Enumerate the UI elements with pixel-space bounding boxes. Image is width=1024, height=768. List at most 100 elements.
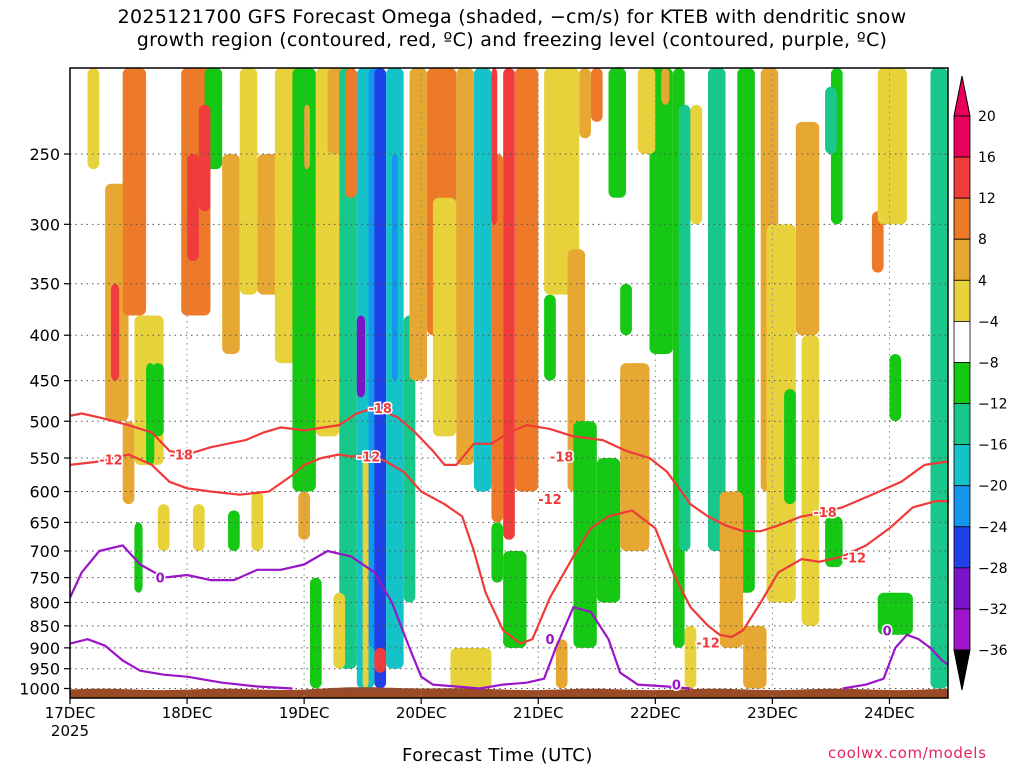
omega-cell [110,283,120,381]
omega-cell [491,68,498,225]
y-tick-label: 350 [29,275,60,294]
omega-cell [637,68,656,155]
freezing-level-contour [842,633,948,690]
dendritic-contour [70,453,948,645]
contour-label-red: -18 [368,402,392,417]
omega-cell [456,68,474,465]
omega-cell [930,68,948,689]
omega-cell [544,68,580,295]
omega-cell [228,510,240,551]
omega-cell [596,457,621,603]
colorbar-segment [953,444,971,487]
omega-cell [503,550,527,648]
omega-cell [298,491,310,540]
chart-title-line-2: growth region (contoured, red, ºC) and f… [136,29,888,51]
contour-label-purple: 0 [156,572,165,587]
plot-clip-group: -12 -18 -18 -12 -18 -12 -12 -18 -12 0 0 0 0 [70,68,948,698]
y-tick-label: 250 [29,145,60,164]
omega-cell [333,592,346,669]
axes: 250 300 350 400 450 500 550 600 650 700 750 800 850 9… [19,67,949,740]
colorbar-segment [953,567,971,610]
y-tick-label: 1000 [19,679,60,698]
omega-cell [661,68,670,105]
surface-terrain [70,687,948,698]
omega-cell [309,577,322,689]
omega-cell [122,421,135,505]
plot-frame [69,67,949,699]
y-tick-label: 550 [29,449,60,468]
x-tick-label: 17DEC [45,704,96,722]
omega-cell [473,68,492,492]
x-tick-sublabel: 2025 [51,722,89,740]
omega-cell [503,68,515,540]
colorbar-label: 4 [978,273,987,289]
omega-cell [491,154,504,523]
omega-cell [825,86,837,155]
omega-cell [315,68,340,437]
y-tick-label: 600 [29,483,60,502]
omega-cell [374,647,387,673]
y-tick-label: 800 [29,593,60,612]
omega-cell [339,68,357,669]
credit-link[interactable]: coolwx.com/models [828,744,987,762]
contour-label-red: -12 [538,493,562,508]
omega-cell [743,625,767,689]
plot-area: -12 -18 -18 -12 -18 -12 -12 -18 -12 0 0 0 0 [70,68,948,698]
colorbar-bottom-arrow [953,649,971,691]
colorbar-top-arrow [953,75,971,117]
omega-cell [292,68,316,492]
omega-cell [403,315,416,603]
colorbar-label: −28 [978,561,1008,577]
omega-cell [187,154,199,262]
colorbar-segment [953,115,971,158]
colorbar-label: −32 [978,602,1008,618]
colorbar-segment [953,608,971,651]
omega-cell [198,104,211,212]
colorbar-segment [953,485,971,528]
colorbar-label: 12 [978,191,996,207]
colorbar-label: −8 [978,355,999,371]
omega-cell [590,68,603,122]
omega-cell [555,639,568,689]
omega-cell [544,294,556,381]
omega-cell [374,68,387,689]
freezing-level-contour [70,638,293,690]
omega-cell [766,224,796,603]
omega-cell [620,283,632,336]
colorbar-label: 20 [978,109,996,125]
omega-cell [573,421,597,648]
omega-cell [877,68,908,225]
omega-cell [251,491,264,551]
omega-cell [362,457,369,689]
omega-cell [432,197,457,437]
colorbar-label: −36 [978,643,1008,659]
omega-cell [678,104,691,551]
omega-cell [801,335,820,626]
omega-cell [825,516,843,568]
x-tick-label: 23DEC [747,704,798,722]
omega-cell [784,389,796,505]
y-tick-label: 650 [29,513,60,532]
colorbar-label: −16 [978,438,1008,454]
omega-cell [304,104,310,170]
omega-cell [239,68,258,295]
colorbar-segment [953,279,971,322]
y-tick-label: 850 [29,617,60,636]
colorbar-segment [953,320,971,363]
contour-label-purple: 0 [545,633,554,648]
omega-cell [877,592,913,635]
colorbar-label: −4 [978,314,999,330]
contour-label-purple: 0 [883,624,892,639]
y-tick-label: 300 [29,215,60,234]
x-tick-label: 21DEC [513,704,564,722]
colorbar-label: −12 [978,397,1008,413]
omega-cell [514,68,539,492]
contour-label-red: -18 [813,506,837,521]
omega-cell [871,211,884,273]
omega-cell [87,68,100,170]
omega-cell [345,68,357,198]
dendritic-contour [70,406,948,533]
contour-label-red: -12 [357,451,381,466]
y-tick-label: 400 [29,326,60,345]
